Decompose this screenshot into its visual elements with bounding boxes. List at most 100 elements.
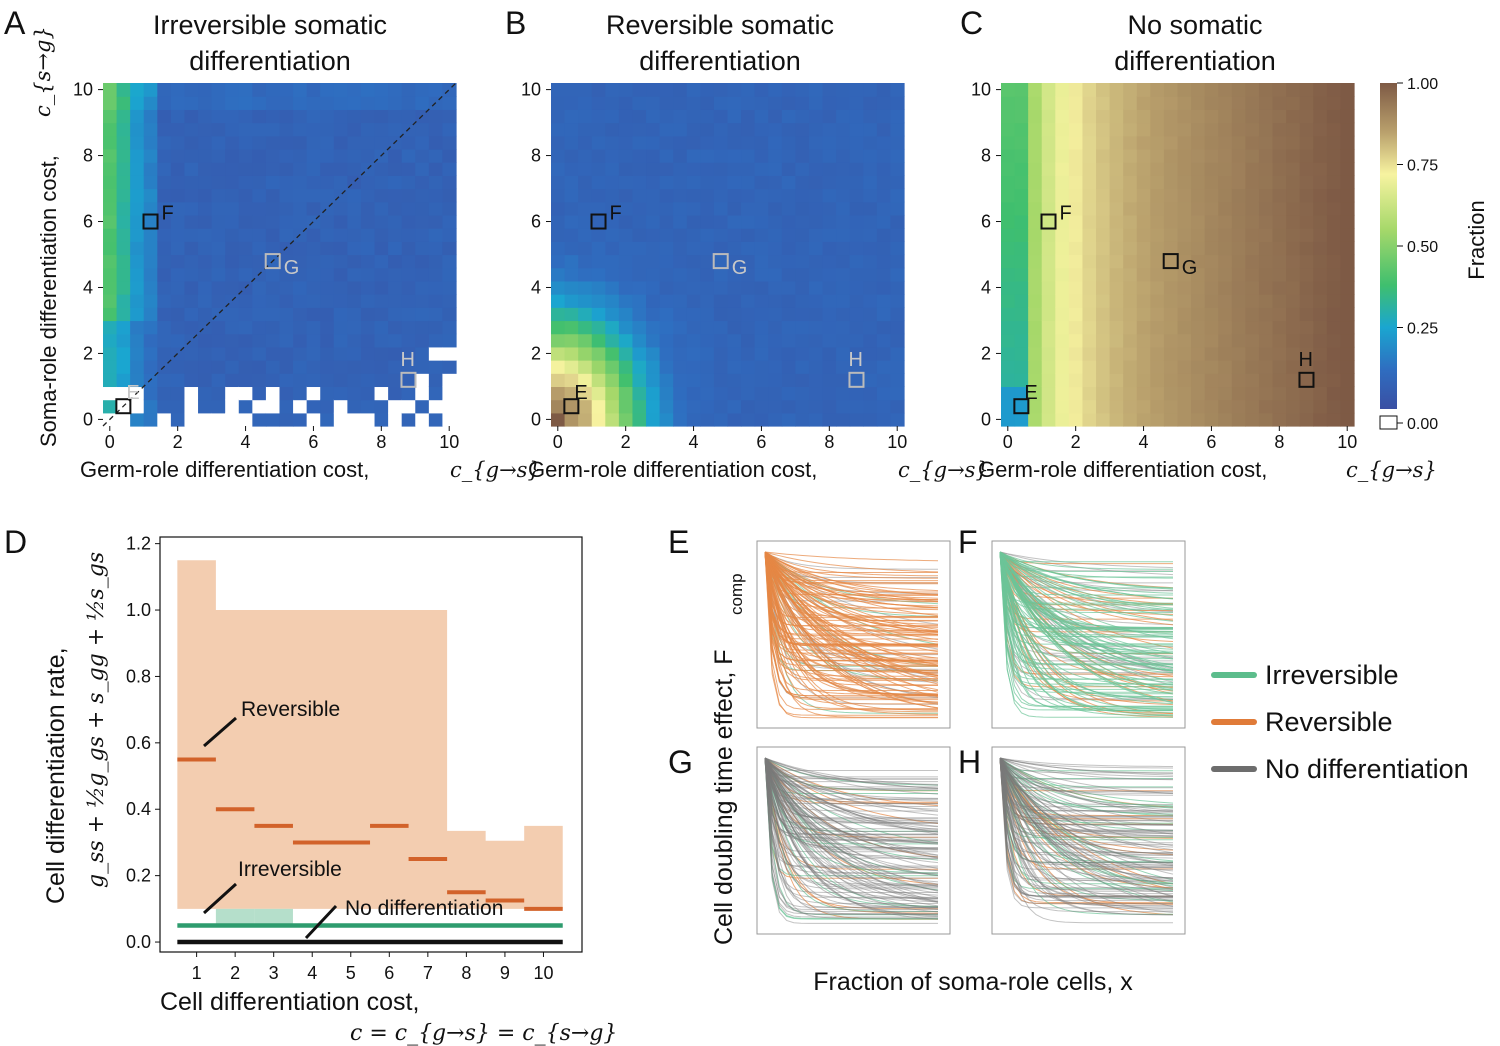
heatmap-cell (1001, 228, 1016, 242)
heatmap-cell (1014, 386, 1029, 401)
heatmap-cell (781, 373, 796, 388)
fitness-curve (764, 757, 939, 917)
heatmap-cell (890, 320, 905, 335)
fitness-curve (999, 757, 1173, 854)
fitness-curve (999, 757, 1174, 865)
heatmap-cell (252, 175, 267, 190)
heatmap-cell (1313, 360, 1328, 374)
heatmap-cell (1123, 175, 1138, 190)
heatmap-cell (320, 307, 335, 322)
heatmap-cell (618, 412, 634, 427)
fitness-curve (999, 757, 1173, 909)
legend: Irreversible Reversible No differentiati… (1211, 660, 1469, 784)
fitness-curve (999, 757, 1174, 892)
fitness-curve (999, 551, 1174, 650)
heatmap-cell (768, 412, 783, 427)
fitness-curve (999, 551, 1173, 685)
heatmap-cell (198, 201, 213, 216)
heatmap-cell (754, 373, 769, 388)
heatmap-cell (849, 122, 864, 137)
heatmap-cell (686, 96, 701, 110)
heatmap-cell (1272, 162, 1287, 176)
fitness-curve (764, 757, 938, 789)
heatmap-cell (673, 83, 688, 97)
heatmap-cell (795, 148, 810, 163)
heatmap-cell (1313, 96, 1328, 110)
heatmap-cell (170, 228, 186, 242)
heatmap-cell (1028, 346, 1043, 361)
x-tick-label: 4 (1139, 432, 1149, 452)
heatmap-cell (1055, 122, 1070, 137)
heatmap-cell (863, 280, 878, 295)
heatmap-cell (632, 333, 647, 348)
fitness-curve (764, 757, 939, 845)
heatmap-cell (116, 83, 131, 97)
heatmap-cell (347, 399, 362, 414)
heatmap-cell (252, 201, 267, 216)
heatmap-cell (1218, 135, 1233, 150)
heatmap-cell (822, 399, 837, 414)
heatmap-cell (808, 228, 824, 242)
heatmap-cell (143, 109, 158, 124)
heatmap-cell (741, 307, 756, 322)
fitness-curve (999, 757, 1174, 913)
fitness-curve (999, 757, 1174, 854)
heatmap-cell (1014, 360, 1029, 374)
heatmap-cell (1286, 307, 1301, 322)
heatmap-cell (1082, 373, 1097, 388)
heatmap-cell (1191, 267, 1206, 282)
heatmap-cell (184, 175, 199, 190)
x-tick-label: 8 (824, 432, 834, 452)
heatmap-cell (238, 83, 253, 97)
fitness-curve (764, 757, 939, 898)
heatmap-cell (822, 386, 837, 401)
heatmap-cell (1150, 148, 1165, 163)
heatmap-cell (279, 175, 294, 190)
heatmap-cell (211, 360, 226, 374)
heatmap-cell (713, 294, 729, 308)
heatmap-cell (415, 241, 430, 256)
y-tick-label: 8 (981, 146, 991, 166)
heatmap-cell (1326, 386, 1342, 401)
heatmap-cell (1326, 267, 1342, 282)
heatmap-cell (1245, 135, 1260, 150)
heatmap-cell (836, 386, 851, 401)
heatmap-cell (388, 294, 403, 308)
heatmap-cell (1041, 175, 1056, 190)
heatmap-cell (1191, 373, 1206, 388)
heatmap-cell (238, 96, 253, 110)
fitness-curve (764, 757, 939, 864)
heatmap-cell (781, 188, 796, 203)
heatmap-cell (198, 346, 213, 361)
heatmap-cell (700, 333, 715, 348)
heatmap-cell (727, 96, 742, 110)
heatmap-cell (1163, 148, 1179, 163)
fitness-curve (999, 757, 1174, 898)
heatmap-cell (1163, 373, 1179, 388)
heatmap-cell (320, 254, 335, 269)
marker-e (563, 398, 580, 415)
heatmap-cell (130, 360, 145, 374)
heatmap-cell (591, 214, 606, 229)
heatmap-cell (1082, 162, 1097, 176)
heatmap-cell (1340, 175, 1355, 190)
heatmap-cell (130, 162, 145, 176)
heatmap-cell (1150, 96, 1165, 110)
heatmap-cell (781, 122, 796, 137)
heatmap-cell (442, 135, 457, 150)
heatmap-cell (211, 228, 226, 242)
heatmap-cell (1082, 241, 1097, 256)
heatmap-cell (673, 109, 688, 124)
heatmap-cell (238, 214, 253, 229)
heatmap-cell (1123, 320, 1138, 335)
heatmap-cell (211, 135, 226, 150)
fitness-curve (999, 757, 1173, 794)
heatmap-cell (686, 83, 701, 97)
fitness-curve (999, 551, 1173, 614)
heatmap-cell (1163, 228, 1179, 242)
svg-text:g_ss + ½g_gs + s_gg + ½s_gs: g_ss + ½g_gs + s_gg + ½s_gs (84, 552, 109, 888)
fitness-curve (764, 551, 938, 627)
heatmap-cell (754, 148, 769, 163)
fitness-curve (764, 551, 938, 640)
legend-label-no-differentiation: No differentiation (1265, 754, 1469, 784)
